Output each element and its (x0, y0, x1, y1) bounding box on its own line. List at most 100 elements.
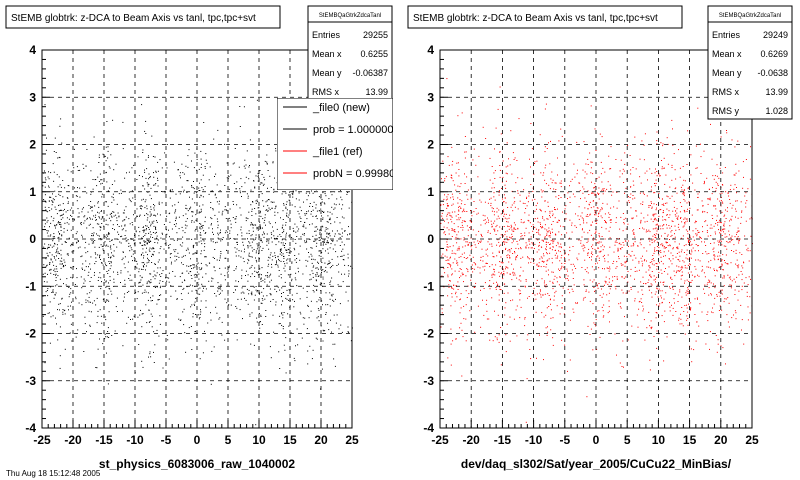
scatter-point (740, 222, 742, 224)
scatter-point (677, 226, 679, 228)
scatter-point (306, 211, 308, 213)
scatter-point (285, 372, 287, 374)
scatter-point (204, 330, 205, 332)
scatter-point (592, 349, 594, 351)
scatter-point (188, 252, 190, 254)
scatter-point (113, 211, 115, 213)
scatter-point (738, 290, 740, 292)
scatter-point (519, 275, 521, 277)
scatter-point (461, 261, 463, 263)
scatter-point (545, 286, 547, 288)
scatter-point (185, 227, 187, 229)
scatter-point (159, 295, 160, 296)
scatter-point (631, 325, 633, 327)
scatter-point (606, 188, 608, 190)
scatter-point (330, 319, 331, 321)
scatter-point (538, 249, 540, 251)
scatter-point (226, 249, 227, 251)
scatter-point (669, 286, 670, 288)
scatter-point (317, 308, 319, 310)
scatter-point (107, 157, 109, 159)
scatter-point (281, 296, 282, 298)
scatter-point (682, 166, 684, 167)
scatter-point (133, 257, 135, 259)
scatter-point (210, 312, 211, 314)
scatter-point (686, 319, 688, 321)
scatter-point (76, 195, 78, 197)
scatter-point (619, 248, 621, 249)
scatter-point (328, 262, 330, 264)
scatter-point (188, 265, 190, 267)
scatter-point (559, 276, 561, 278)
scatter-point (329, 211, 331, 213)
scatter-point (308, 256, 310, 258)
scatter-point (729, 276, 731, 278)
scatter-point (61, 297, 63, 299)
scatter-point (540, 296, 542, 298)
scatter-point (515, 257, 517, 259)
scatter-point (634, 266, 636, 268)
scatter-point (668, 250, 670, 252)
scatter-point (289, 191, 290, 193)
scatter-point (572, 308, 574, 310)
scatter-point (242, 244, 244, 246)
scatter-point (341, 228, 343, 230)
scatter-point (168, 281, 170, 283)
scatter-point (308, 210, 309, 212)
scatter-point (266, 276, 268, 278)
scatter-point (598, 241, 600, 243)
scatter-point (113, 250, 115, 252)
scatter-point (208, 179, 210, 181)
scatter-point (531, 199, 533, 201)
scatter-point (543, 266, 545, 267)
scatter-point (139, 275, 141, 277)
scatter-point (115, 306, 117, 308)
scatter-point (344, 264, 346, 266)
scatter-point (707, 235, 709, 237)
scatter-point (87, 274, 89, 276)
scatter-point (594, 128, 596, 130)
scatter-point (272, 314, 274, 316)
scatter-point (263, 236, 265, 238)
scatter-point (596, 262, 598, 264)
scatter-point (492, 256, 494, 258)
scatter-point (681, 323, 683, 325)
scatter-point (260, 182, 262, 184)
scatter-point (112, 197, 114, 199)
scatter-point (145, 133, 147, 134)
scatter-point (528, 247, 530, 249)
scatter-point (105, 237, 107, 239)
scatter-point (459, 268, 461, 269)
scatter-point (254, 276, 256, 277)
scatter-point (504, 241, 506, 243)
scatter-point (673, 270, 675, 272)
scatter-point (296, 292, 298, 294)
scatter-point (736, 192, 737, 194)
scatter-point (667, 163, 669, 165)
scatter-point (77, 241, 79, 242)
scatter-point (448, 229, 450, 231)
scatter-point (60, 218, 62, 220)
scatter-point (53, 217, 55, 219)
scatter-point (291, 237, 293, 238)
scatter-point (536, 251, 538, 253)
scatter-point (706, 224, 708, 226)
scatter-point (173, 161, 175, 163)
scatter-point (230, 227, 232, 229)
scatter-point (177, 298, 178, 300)
scatter-point (554, 254, 556, 256)
scatter-point (592, 254, 594, 256)
scatter-point (263, 222, 265, 224)
scatter-point (446, 249, 448, 250)
scatter-point (80, 222, 82, 224)
scatter-point (716, 175, 718, 177)
scatter-point (269, 254, 271, 256)
scatter-point (300, 313, 302, 315)
scatter-point (728, 302, 730, 304)
scatter-point (654, 185, 656, 187)
scatter-point (76, 200, 78, 202)
scatter-point (99, 309, 101, 311)
scatter-point (569, 196, 571, 198)
scatter-point (224, 185, 226, 186)
scatter-point (711, 193, 713, 195)
